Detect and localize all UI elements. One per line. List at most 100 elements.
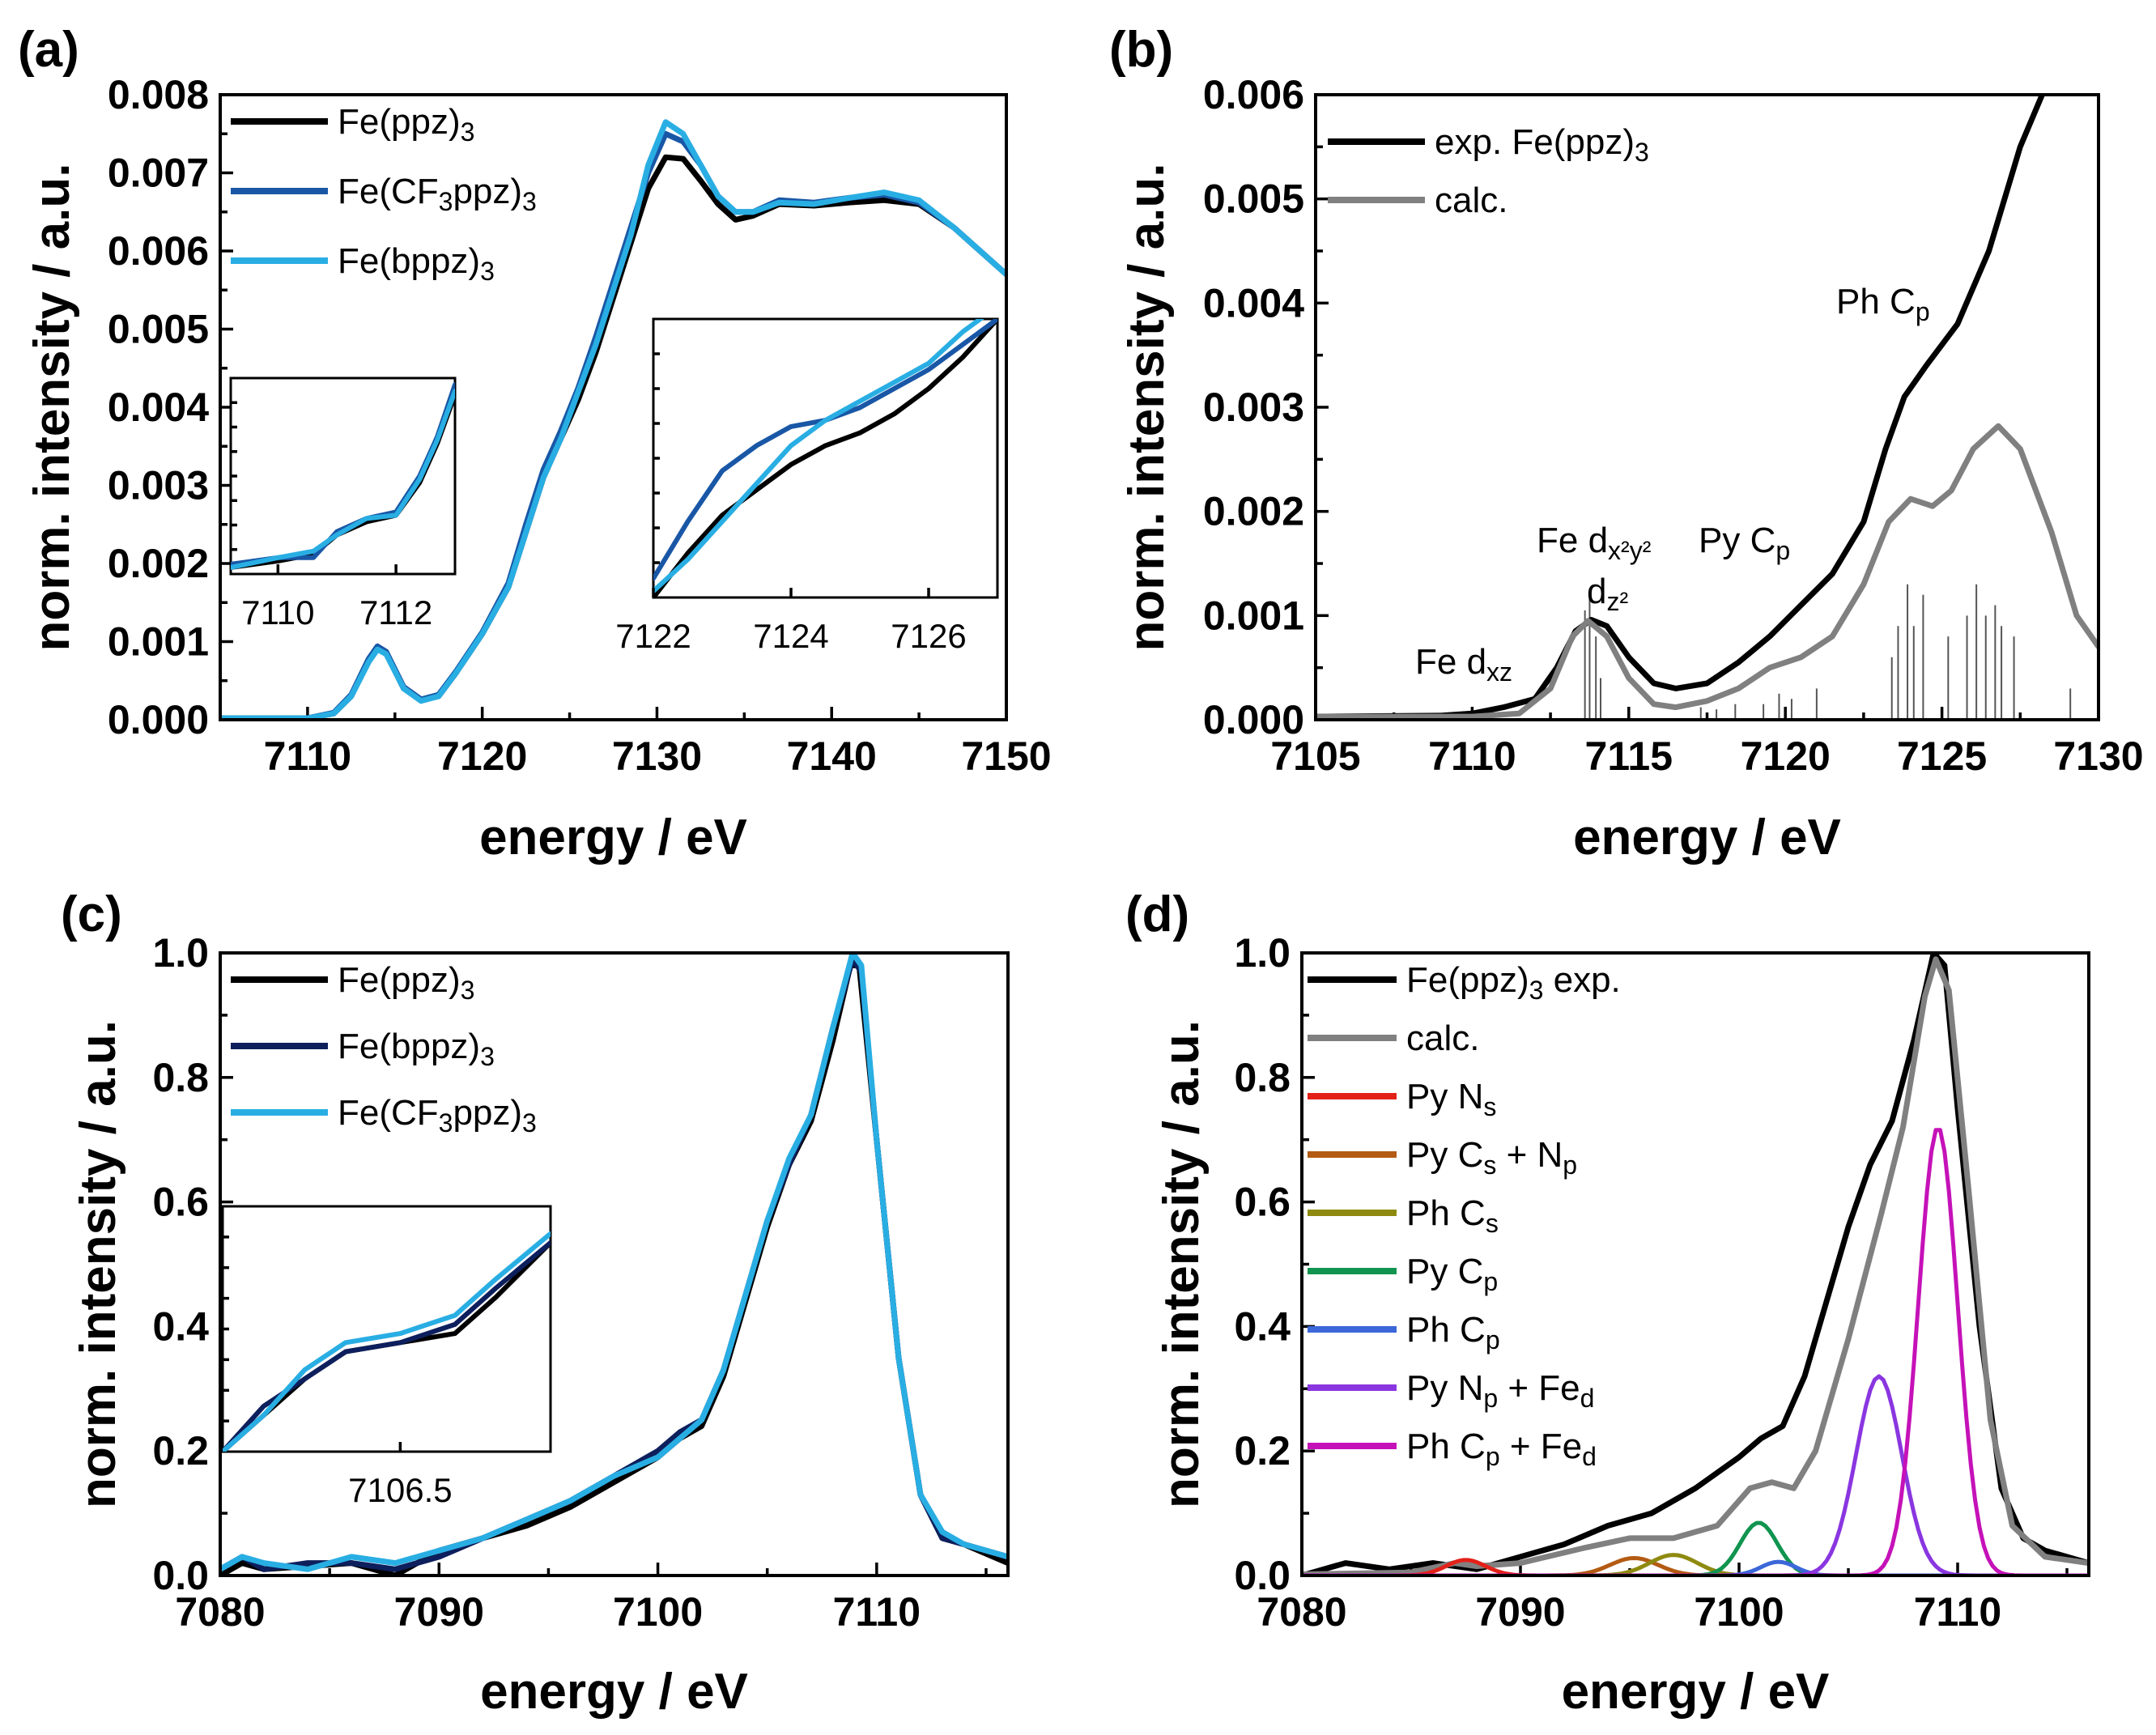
legend-label-sub: s bbox=[1483, 1092, 1496, 1121]
peak-annotation-sub: p bbox=[1916, 297, 1930, 326]
panel-b-label: (b) bbox=[1109, 22, 1173, 78]
legend-label-tail: exp. bbox=[1543, 960, 1620, 1000]
y-tick-label: 0.003 bbox=[1203, 385, 1304, 430]
legend-label: Py Ns bbox=[1406, 1077, 1496, 1121]
x-axis-title: energy / eV bbox=[479, 810, 747, 865]
x-tick-label: 7110 bbox=[833, 1589, 921, 1635]
inset-x-tick-label: 7126 bbox=[891, 617, 966, 655]
y-tick-label: 1.0 bbox=[152, 930, 209, 976]
legend-label-main: Fe(CF bbox=[338, 172, 439, 211]
legend-label-tail: + Fe bbox=[1500, 1427, 1583, 1466]
legend-label: Py Np + Fed bbox=[1406, 1368, 1594, 1413]
y-tick-label: 0.003 bbox=[108, 463, 209, 508]
peak-annotation: dz² bbox=[1587, 572, 1628, 616]
peak-annotation-sub: z² bbox=[1606, 587, 1628, 616]
inset-series-line bbox=[223, 1240, 551, 1452]
peak-annotation: Fe dx²y² bbox=[1537, 521, 1652, 565]
legend-label-sub2: 3 bbox=[522, 1108, 537, 1138]
y-tick-label: 0.000 bbox=[1203, 697, 1304, 742]
inset-x-tick-label: 7112 bbox=[359, 593, 432, 631]
y-axis-title: norm. intensity / a.u. bbox=[70, 1020, 126, 1508]
inset-series-line bbox=[653, 319, 984, 594]
legend-label-sub: 3 bbox=[480, 257, 495, 286]
inset-x-tick-label: 7122 bbox=[615, 617, 691, 655]
legend-label: exp. Fe(ppz)3 bbox=[1435, 122, 1649, 167]
legend-label-main: Fe(bppz) bbox=[338, 241, 480, 281]
x-tick-label: 7130 bbox=[2053, 734, 2143, 779]
legend-label-main: Fe(ppz) bbox=[1406, 960, 1529, 1000]
legend-label-sub2: d bbox=[1582, 1442, 1597, 1471]
x-tick-label: 7110 bbox=[264, 734, 351, 779]
x-tick-label: 7105 bbox=[1270, 734, 1360, 779]
inset-series-line bbox=[653, 319, 997, 597]
legend-label: Ph Cp bbox=[1406, 1310, 1500, 1354]
legend-label-main: exp. Fe(ppz) bbox=[1435, 122, 1635, 162]
y-tick-label: 0.008 bbox=[108, 72, 209, 117]
x-tick-label: 7100 bbox=[1694, 1589, 1784, 1635]
y-tick-label: 0.005 bbox=[1203, 176, 1304, 222]
panel-b-chart: 7105 7110 7115 7120 7125 7130 0.000 0.001 0.002 0… bbox=[1119, 72, 2144, 865]
y-tick-label: 1.0 bbox=[1234, 930, 1291, 976]
legend-label-sub: p bbox=[1486, 1325, 1500, 1354]
legend-label-main: Py C bbox=[1406, 1252, 1483, 1291]
legend-label: Fe(bppz)3 bbox=[338, 1027, 495, 1071]
y-tick-label: 0.001 bbox=[108, 619, 209, 665]
legend-label-tail: ppz) bbox=[453, 172, 522, 211]
y-tick-label: 0.0 bbox=[1234, 1553, 1291, 1598]
plot-frame bbox=[219, 93, 1008, 721]
y-tick-label: 0.2 bbox=[1234, 1428, 1291, 1473]
plot-frame bbox=[1300, 951, 2090, 1577]
legend-label-sub: p bbox=[1483, 1267, 1498, 1296]
x-tick-label: 7150 bbox=[961, 734, 1051, 779]
inset-x-tick-label: 7110 bbox=[241, 593, 314, 631]
legend-label: Py Cp bbox=[1406, 1252, 1498, 1296]
series-line bbox=[1302, 1553, 2089, 1576]
x-tick-label: 7120 bbox=[1741, 734, 1831, 779]
x-tick-label: 7100 bbox=[613, 1589, 703, 1635]
y-tick-label: 0.004 bbox=[1203, 280, 1304, 325]
y-tick-label: 0.4 bbox=[152, 1303, 209, 1349]
legend-label: Fe(CF3ppz)3 bbox=[338, 1093, 537, 1138]
series-line bbox=[220, 119, 1006, 720]
y-tick-label: 0.4 bbox=[1234, 1303, 1291, 1349]
x-tick-label: 7080 bbox=[175, 1589, 265, 1635]
inset-x-tick-label: 7124 bbox=[753, 617, 828, 655]
y-tick-label: 0.0 bbox=[152, 1553, 209, 1598]
legend-label-main: Py C bbox=[1406, 1135, 1483, 1175]
y-tick-label: 0.8 bbox=[1234, 1055, 1291, 1100]
peak-annotation-main: Fe d bbox=[1415, 642, 1486, 682]
series-line bbox=[1302, 1128, 2089, 1576]
panel-a-label: (a) bbox=[18, 22, 79, 78]
legend-label-sub: 3 bbox=[1635, 138, 1649, 167]
x-tick-label: 7120 bbox=[437, 734, 527, 779]
panel-c-chart: 7080 7090 7100 7110 0.0 0.2 0.4 0.6 0.8 1.0 energy… bbox=[70, 930, 1010, 1720]
legend-label-main: calc. bbox=[1406, 1018, 1479, 1058]
peak-annotation-sub: x²y² bbox=[1608, 536, 1652, 565]
legend-label-sub: 3 bbox=[439, 1108, 453, 1138]
inset-frame bbox=[652, 317, 999, 599]
y-axis-title: norm. intensity / a.u. bbox=[24, 164, 80, 652]
inset-series-line bbox=[223, 1231, 551, 1452]
peak-annotation: Ph Cp bbox=[1836, 282, 1930, 326]
y-tick-label: 0.007 bbox=[108, 151, 209, 196]
peak-annotation-main: Fe d bbox=[1537, 521, 1608, 560]
legend-label: Fe(ppz)3 bbox=[338, 102, 474, 147]
x-tick-label: 7140 bbox=[787, 734, 877, 779]
legend-label-sub2: 3 bbox=[522, 187, 537, 216]
plot-frame bbox=[1314, 93, 2100, 721]
peak-annotation-main: d bbox=[1587, 572, 1606, 611]
legend-label: Py Cs + Np bbox=[1406, 1135, 1577, 1180]
legend-label-sub2: p bbox=[1563, 1150, 1577, 1180]
series-line bbox=[1316, 423, 2099, 720]
legend-label-main: Fe(ppz) bbox=[338, 102, 461, 142]
series-line bbox=[220, 953, 1008, 1572]
y-tick-label: 0.000 bbox=[108, 697, 209, 742]
inset-series-line bbox=[231, 389, 455, 570]
peak-annotation-main: Ph C bbox=[1836, 282, 1916, 321]
y-tick-label: 0.006 bbox=[108, 228, 209, 274]
legend-label: Fe(ppz)3 bbox=[338, 960, 474, 1005]
legend-label: Fe(CF3ppz)3 bbox=[338, 172, 537, 216]
legend-label-sub2: d bbox=[1580, 1384, 1595, 1413]
legend-label-sub: 3 bbox=[461, 117, 475, 147]
